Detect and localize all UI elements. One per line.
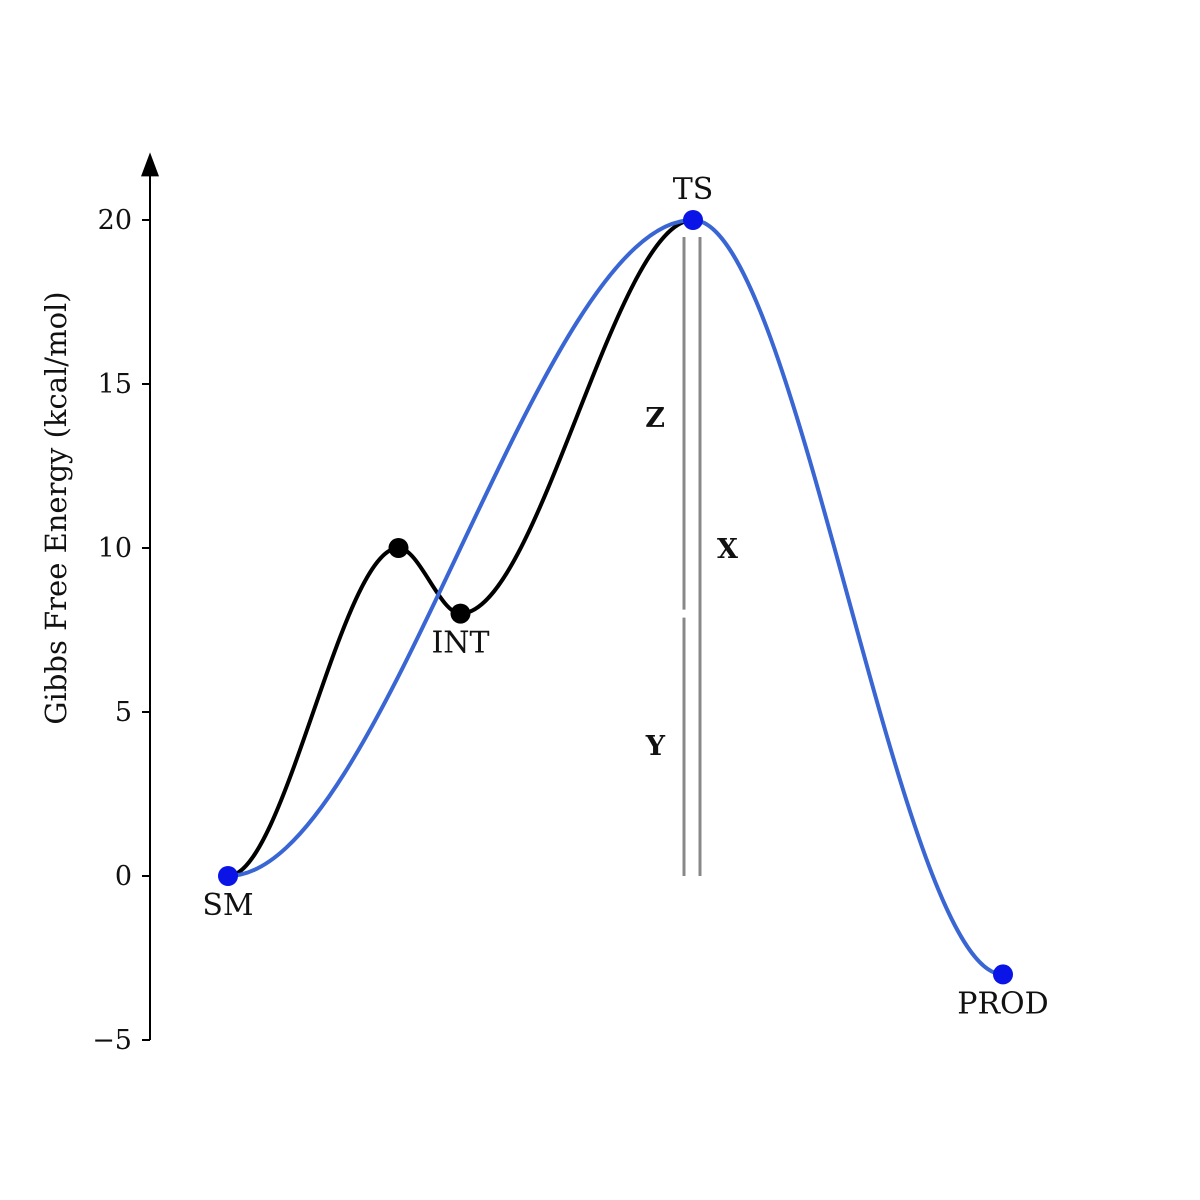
point-marker [683,210,703,230]
energy-brackets: Z Y X [645,237,738,876]
y-tick-label: 15 [98,369,132,400]
y-tick-label: 5 [115,697,132,728]
y-tick-label: 10 [98,533,132,564]
y-tick-label: 0 [115,861,132,892]
y-tick-label: 20 [98,205,132,236]
y-axis-arrow-icon [141,152,159,177]
point-label-ts: TS [673,172,714,207]
y-axis: −5 0 5 10 15 20 Gibbs Free Energy (kcal/mol) [39,152,159,1056]
point-labels: SM INT TS PROD [202,172,1048,1021]
point-marker [218,866,238,886]
point-label-int: INT [431,626,489,661]
point-label-sm: SM [202,888,253,923]
point-marker [388,538,409,558]
point-marker [993,964,1013,985]
stationary-points [218,210,1013,985]
point-label-prod: PROD [957,986,1048,1021]
energy-curves [226,218,1005,977]
energy-path-1 [226,218,695,878]
bracket-label-z: Z [645,403,665,434]
y-axis-label: Gibbs Free Energy (kcal/mol) [39,291,73,724]
y-tick-label: −5 [92,1025,132,1056]
bracket-label-x: X [717,534,738,565]
energy-path-2 [226,218,1005,977]
bracket-label-y: Y [645,731,666,762]
point-marker [450,603,471,624]
